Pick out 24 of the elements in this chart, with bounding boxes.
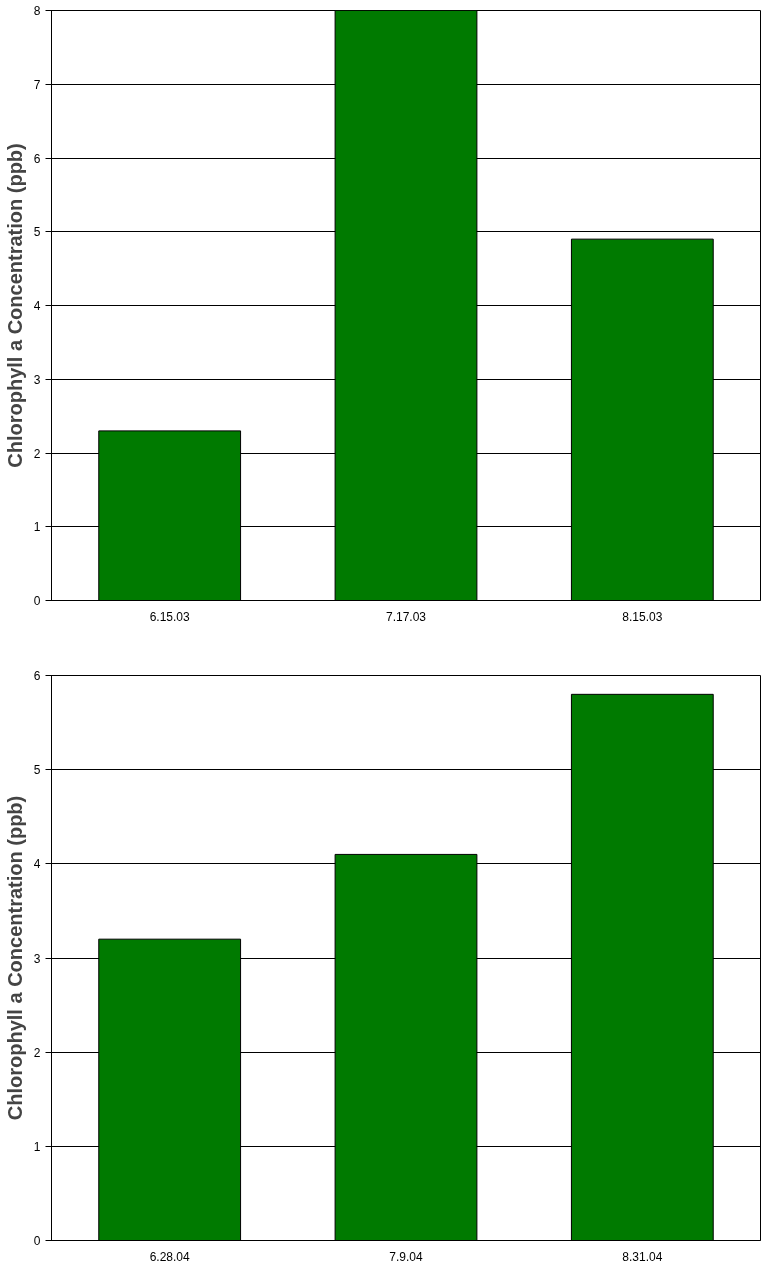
x-tick-label: 8.31.04 [622, 1249, 663, 1264]
y-tick-label: 1 [33, 520, 41, 535]
y-tick-label: 4 [33, 299, 41, 313]
y-axis-title: Chlorophyll a Concentration (ppb) [3, 143, 26, 468]
x-tick-label: 6.15.03 [149, 609, 191, 624]
y-tick-label: 6 [33, 151, 41, 166]
y-tick-label: 6 [33, 669, 41, 683]
y-tick-label: 3 [33, 951, 41, 966]
y-tick-label: 2 [33, 1045, 41, 1060]
y-tick-label: 0 [33, 594, 41, 608]
y-tick-label: 5 [33, 763, 41, 778]
x-tick-label: 7.9.04 [389, 1249, 424, 1264]
x-tick-label: 6.28.04 [149, 1249, 191, 1264]
y-tick-label: 8 [33, 4, 41, 18]
y-tick-label: 0 [33, 1234, 41, 1248]
y-tick-label: 2 [33, 446, 41, 461]
y-tick-label: 1 [33, 1139, 41, 1154]
y-tick-label: 4 [33, 857, 41, 872]
y-axis-title: Chlorophyll a Concentration (ppb) [3, 795, 26, 1121]
x-tick-label: 7.17.03 [385, 609, 427, 624]
y-tick-label: 3 [33, 372, 41, 387]
x-tick-label: 8.15.03 [622, 609, 663, 624]
y-tick-label: 7 [33, 77, 41, 92]
y-tick-label: 5 [33, 225, 41, 240]
